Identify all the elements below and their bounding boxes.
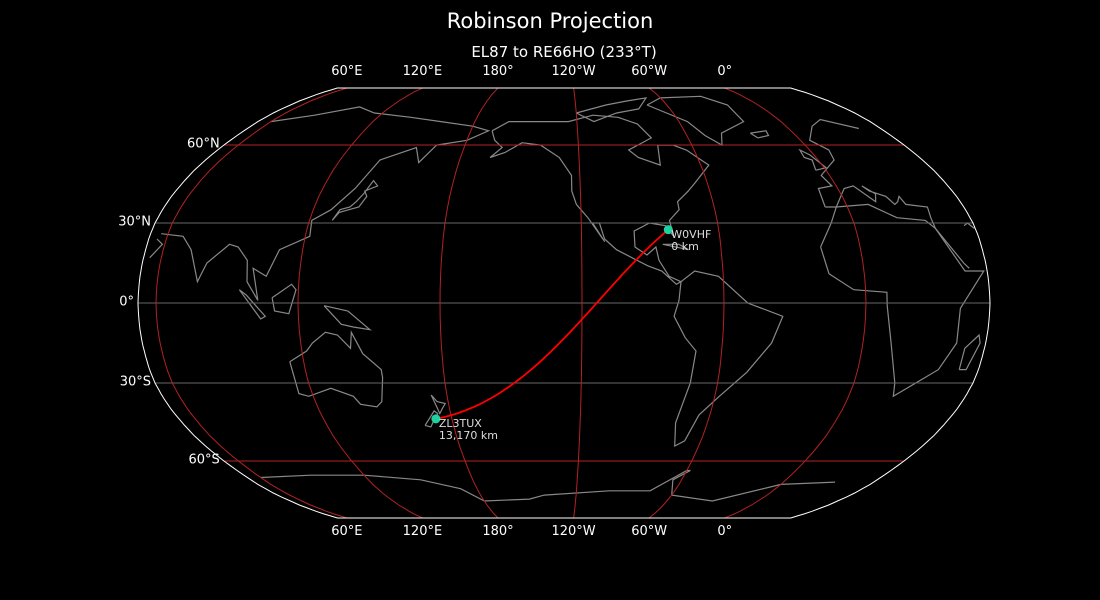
coastline-africa: [820, 203, 985, 398]
coastline-japan: [331, 179, 379, 221]
meridian--120: [573, 88, 583, 518]
latitude-label: 30°S: [119, 374, 152, 390]
bottom-longitude-label: 60°E: [331, 524, 363, 539]
top-longitude-label: 60°E: [331, 64, 363, 79]
station-callsign: ZL3TUX: [438, 416, 482, 430]
latitude-label: 60°S: [188, 452, 220, 468]
meridian-180: [439, 88, 499, 518]
bottom-longitude-label: 120°W: [551, 524, 596, 539]
station-marker-w0vhf: [663, 225, 673, 235]
coastline-nz-north: [430, 394, 447, 415]
coastline-australia: [289, 330, 384, 408]
meridian-60: [155, 88, 348, 518]
coastline-borneo: [271, 283, 297, 315]
latitude-label: 60°N: [187, 136, 220, 152]
coastline-north-america: [489, 114, 710, 286]
coastline-eurasia: [149, 106, 975, 301]
top-longitude-label: 120°E: [402, 64, 443, 79]
bottom-longitude-label: 120°E: [402, 524, 443, 539]
coastline-sumatra: [238, 289, 267, 320]
coastline-madagascar: [958, 333, 981, 371]
latitude-label: 30°N: [118, 214, 152, 230]
coastline-south-america: [673, 270, 784, 448]
station-distance: 13,170 km: [438, 428, 498, 442]
map-content: [138, 88, 990, 518]
map-title: Robinson Projection: [446, 9, 654, 33]
station-label: ZL3TUX 13,170 km: [438, 416, 498, 442]
bottom-longitude-label: 180°: [482, 524, 514, 539]
map-subtitle: EL87 to RE66HO (233°T): [471, 43, 657, 61]
station-callsign: W0VHF: [671, 227, 712, 241]
great-circle-path: [435, 229, 669, 420]
meridian-120: [297, 88, 423, 518]
coastline-antarctica: [260, 469, 836, 502]
map-outline: [137, 87, 991, 519]
bottom-longitude-label: 60°W: [631, 524, 668, 539]
coastline-cuba: [662, 243, 689, 251]
meridian--60: [648, 88, 725, 518]
station-marker-zl3tux: [431, 414, 441, 424]
coastline-arctic-islands: [576, 97, 648, 123]
top-longitude-label: 180°: [482, 64, 514, 79]
coastline-greenland: [646, 95, 745, 147]
top-longitude-label: 0°: [717, 64, 733, 79]
coastline-britain: [798, 148, 828, 171]
station-distance: 0 km: [671, 239, 699, 253]
coastline-new-guinea: [323, 305, 372, 331]
coastline-iceland: [749, 130, 770, 139]
station-label: W0VHF 0 km: [671, 227, 712, 253]
top-longitude-label: 60°W: [631, 64, 668, 79]
bottom-longitude-label: 0°: [717, 524, 733, 539]
top-longitude-label: 120°W: [551, 64, 596, 79]
meridian-0: [724, 88, 867, 518]
latitude-label: 0°: [119, 294, 134, 310]
